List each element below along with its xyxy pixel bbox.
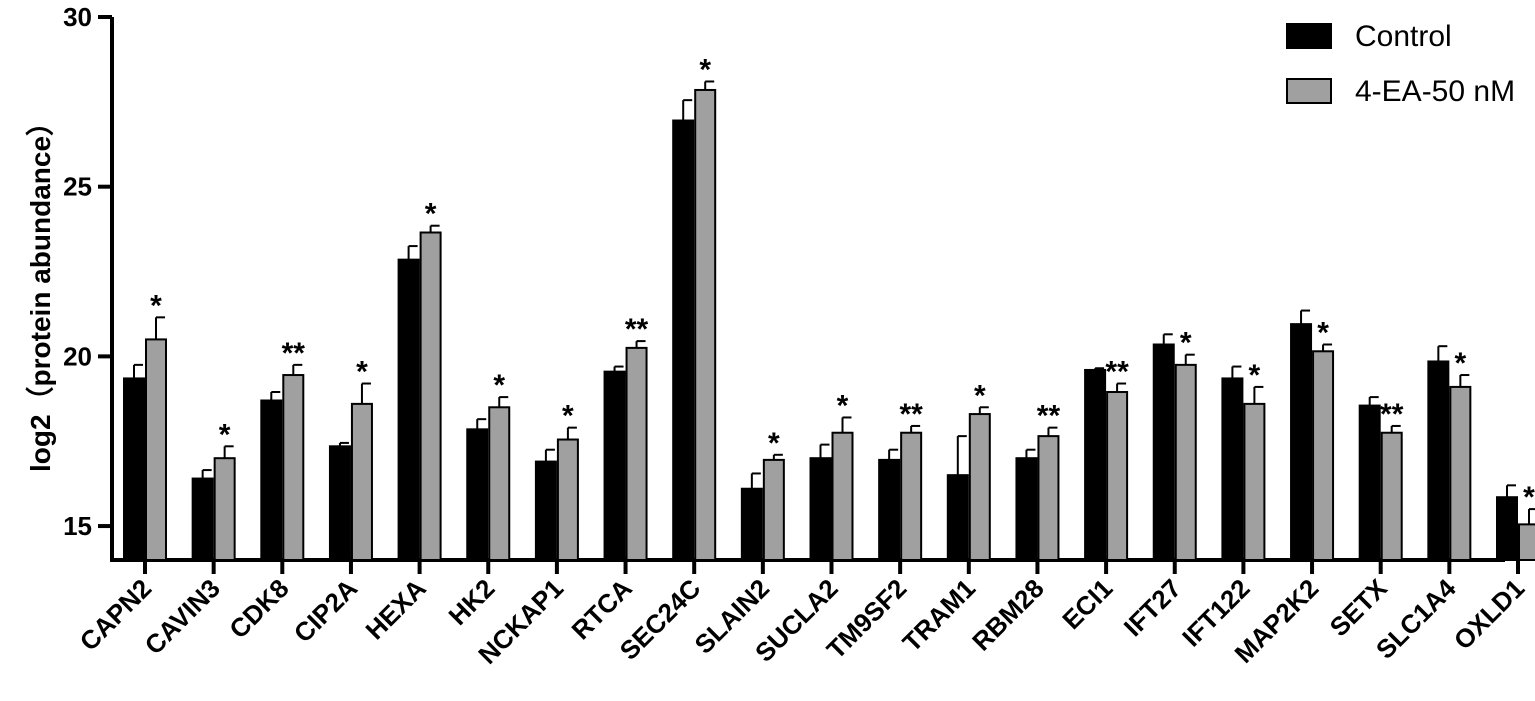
significance-marker: * xyxy=(356,356,368,389)
bar-map2k2-treatment xyxy=(1312,350,1335,561)
significance-marker: ** xyxy=(1105,356,1129,389)
legend-swatch-treatment xyxy=(1286,78,1332,104)
category-label: CAVIN3 xyxy=(139,573,226,660)
category-label: CIP2A xyxy=(288,573,364,649)
category-label: OXLD1 xyxy=(1448,573,1531,656)
y-axis-label: log2（protein abundance） xyxy=(24,108,56,472)
bar-ift27-treatment xyxy=(1174,363,1197,561)
bar-slain2-control xyxy=(740,487,763,562)
y-tick-label: 25 xyxy=(63,172,92,202)
bar-eci1-treatment xyxy=(1106,391,1129,561)
bar-nckap1-control xyxy=(534,460,557,561)
bar-rbm28-control xyxy=(1015,457,1038,561)
bar-hk2-control xyxy=(466,428,489,562)
bar-sec24c-treatment xyxy=(694,88,717,561)
bar-tm9sf2-control xyxy=(878,458,901,561)
bar-capn2-treatment xyxy=(145,338,167,561)
bar-cip2a-control xyxy=(328,445,351,562)
bar-oxld1-control xyxy=(1496,496,1518,562)
category-label: HK2 xyxy=(442,573,500,631)
bar-sec24c-control xyxy=(672,119,695,562)
bar-cdk8-control xyxy=(260,399,283,561)
significance-marker: ** xyxy=(1037,400,1061,433)
legend: Control 4-EA-50 nM xyxy=(1286,20,1515,108)
bar-tm9sf2-treatment xyxy=(900,431,923,561)
legend-swatch-control xyxy=(1286,23,1332,49)
significance-marker: * xyxy=(1249,359,1261,392)
bar-sucla2-treatment xyxy=(831,431,854,561)
significance-marker: * xyxy=(837,389,849,422)
y-tick-label: 20 xyxy=(63,341,92,371)
bar-capn2-control xyxy=(123,377,145,562)
legend-label-treatment: 4-EA-50 nM xyxy=(1355,75,1515,108)
bar-eci1-control xyxy=(1084,368,1107,562)
category-label: CDK8 xyxy=(223,573,294,644)
significance-marker: * xyxy=(768,427,780,460)
significance-marker: * xyxy=(699,53,711,86)
bar-hexa-control xyxy=(397,258,420,561)
bar-ift27-control xyxy=(1152,343,1175,562)
bar-cavin3-treatment xyxy=(213,457,236,561)
bar-tram1-treatment xyxy=(968,413,991,561)
bar-ift122-treatment xyxy=(1243,402,1266,562)
bar-cavin3-control xyxy=(191,477,214,561)
significance-marker: ** xyxy=(1380,398,1404,431)
category-label: ECI1 xyxy=(1056,573,1118,635)
significance-marker: * xyxy=(974,379,986,412)
significance-marker: * xyxy=(150,289,162,322)
significance-marker: * xyxy=(1523,481,1535,514)
bars-group xyxy=(123,88,1535,562)
x-axis xyxy=(110,558,1520,574)
bar-rtca-treatment xyxy=(625,346,648,561)
significance-marker: * xyxy=(562,400,574,433)
y-tick-label: 15 xyxy=(63,511,92,541)
bar-setx-control xyxy=(1358,404,1381,561)
significance-marker: * xyxy=(1317,316,1329,349)
significance-marker: ** xyxy=(625,313,649,346)
category-label: RBM28 xyxy=(966,573,1050,657)
bar-rbm28-treatment xyxy=(1037,435,1060,561)
significance-marker: * xyxy=(1180,327,1192,360)
y-tick-label: 30 xyxy=(63,2,92,32)
bar-oxld1-treatment xyxy=(1518,523,1535,561)
significance-marker: ** xyxy=(899,398,923,431)
category-label: HEXA xyxy=(360,573,432,645)
bar-tram1-control xyxy=(946,474,969,561)
error-bars-group xyxy=(133,80,1535,525)
significance-marker: * xyxy=(493,369,505,402)
bar-setx-treatment xyxy=(1380,431,1403,561)
bar-cip2a-treatment xyxy=(350,402,373,562)
bar-slc1a4-control xyxy=(1427,360,1450,562)
bar-hexa-treatment xyxy=(419,231,442,562)
legend-label-control: Control xyxy=(1355,20,1452,53)
bar-sucla2-control xyxy=(809,457,832,561)
significance-group: ************* ************** xyxy=(150,53,1535,514)
bar-slain2-treatment xyxy=(762,458,785,561)
significance-marker: * xyxy=(425,198,437,231)
bar-cdk8-treatment xyxy=(282,374,305,561)
bar-map2k2-control xyxy=(1290,323,1313,561)
category-label: TRAM1 xyxy=(896,573,981,658)
significance-marker: ** xyxy=(282,337,306,370)
bar-nckap1-treatment xyxy=(556,438,579,562)
bar-hk2-treatment xyxy=(488,406,511,561)
significance-marker: * xyxy=(1455,347,1467,380)
bar-rtca-control xyxy=(603,370,626,561)
significance-marker: * xyxy=(219,418,231,451)
bar-ift122-control xyxy=(1221,377,1244,562)
bar-slc1a4-treatment xyxy=(1449,385,1472,562)
y-axis: 15 20 25 30 xyxy=(63,2,114,560)
